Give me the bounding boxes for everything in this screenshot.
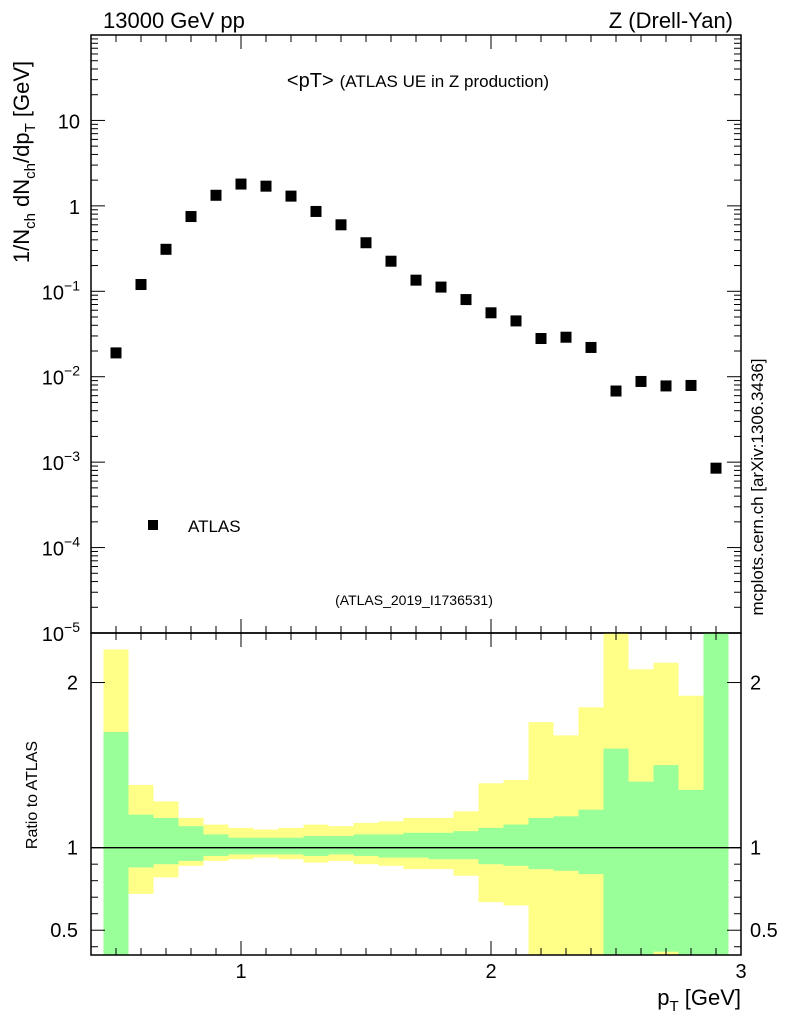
data-point xyxy=(560,331,572,343)
data-point xyxy=(235,178,247,190)
stat-uncertainty-band xyxy=(253,837,279,855)
data-point xyxy=(360,237,372,249)
main-panel-ytick-labels: 10 1 10−1 10−2 10−3 10−4 10−5 xyxy=(42,111,80,646)
stat-uncertainty-band xyxy=(278,837,304,855)
ratio-ytick-label-left: 0.5 xyxy=(50,920,78,942)
stat-uncertainty-band xyxy=(553,816,579,871)
main-ytick-label: 10−3 xyxy=(42,448,80,475)
ratio-panel-ticks xyxy=(90,633,742,955)
data-point xyxy=(410,274,422,286)
plot-title-main: <pT> xyxy=(287,70,334,92)
data-point xyxy=(260,180,272,192)
data-point xyxy=(685,379,697,391)
main-ylabel: 1/Nch dNch/dpT [GeV] xyxy=(9,61,39,263)
data-point xyxy=(435,281,447,293)
data-point xyxy=(585,341,597,353)
stat-uncertainty-band xyxy=(153,817,179,865)
data-point xyxy=(510,315,522,327)
stat-uncertainty-band xyxy=(353,834,379,856)
data-point xyxy=(285,190,297,202)
x-tick-label: 3 xyxy=(735,961,746,983)
stat-uncertainty-band xyxy=(203,834,229,856)
x-axis-label: pT [GeV] xyxy=(657,985,741,1015)
stat-uncertainty-band xyxy=(478,827,504,865)
header-left-title: 13000 GeV pp xyxy=(103,8,245,33)
stat-uncertainty-band xyxy=(178,826,204,861)
stat-uncertainty-band xyxy=(578,809,604,875)
data-point xyxy=(710,462,722,474)
analysis-id-label: (ATLAS_2019_I1736531) xyxy=(335,592,493,608)
ratio-ylabel: Ratio to ATLAS xyxy=(24,741,41,849)
ratio-ytick-label-left: 1 xyxy=(67,838,78,860)
ratio-ytick-label-right: 1 xyxy=(750,838,761,860)
main-ytick-label: 10−1 xyxy=(42,277,80,304)
data-point xyxy=(160,243,172,255)
stat-uncertainty-band xyxy=(303,836,329,856)
data-point xyxy=(460,294,472,306)
data-point xyxy=(185,211,197,223)
data-points xyxy=(110,178,722,474)
data-point xyxy=(385,255,397,267)
stat-uncertainty-band xyxy=(428,832,454,860)
x-tick-label: 2 xyxy=(485,961,496,983)
main-panel-ticks xyxy=(90,34,742,634)
data-point xyxy=(310,205,322,217)
header-right-title: Z (Drell-Yan) xyxy=(609,8,733,33)
main-panel-frame xyxy=(90,34,742,634)
stat-uncertainty-band xyxy=(328,836,354,855)
plot-title: <pT> (ATLAS UE in Z production) xyxy=(287,70,549,92)
data-point xyxy=(110,347,122,359)
x-tick-label: 1 xyxy=(235,961,246,983)
ratio-ytick-label-right: 0.5 xyxy=(750,920,778,942)
data-point xyxy=(660,380,672,392)
ratio-ytick-label-right: 2 xyxy=(750,673,761,695)
stat-uncertainty-band xyxy=(653,765,679,952)
data-point xyxy=(135,279,147,291)
plot-title-sub: (ATLAS UE in Z production) xyxy=(340,72,549,91)
ratio-panel: 0.5 0.5 1 1 2 2 1 2 3 Ratio to ATLAS pT [GeV] xyxy=(24,632,778,1015)
stat-uncertainty-band xyxy=(703,633,729,955)
legend-label: ATLAS xyxy=(188,517,241,536)
legend-marker xyxy=(148,520,158,530)
ratio-bands xyxy=(103,633,729,955)
stat-uncertainty-band xyxy=(128,814,154,868)
stat-uncertainty-band xyxy=(403,832,429,858)
ratio-ytick-label-left: 2 xyxy=(67,673,78,695)
stat-uncertainty-band xyxy=(503,824,529,866)
side-label: mcplots.cern.ch [arXiv:1306.3436] xyxy=(748,358,767,615)
stat-uncertainty-band xyxy=(528,817,554,870)
main-panel: 10 1 10−1 10−2 10−3 10−4 10−5 <pT> (ATLAS UE in… xyxy=(9,34,742,646)
data-point xyxy=(635,375,647,387)
data-point xyxy=(610,385,622,397)
stat-uncertainty-band xyxy=(228,837,254,855)
x-tick-labels: 1 2 3 xyxy=(235,961,746,983)
ratio-ytick-labels: 0.5 0.5 1 1 2 2 xyxy=(50,673,778,943)
main-ytick-label: 1 xyxy=(69,197,80,219)
data-point xyxy=(485,307,497,319)
main-ytick-label: 10−2 xyxy=(42,363,80,390)
stat-uncertainty-band xyxy=(678,789,704,955)
stat-uncertainty-band xyxy=(453,831,479,860)
data-point xyxy=(535,333,547,345)
data-point xyxy=(210,189,222,201)
main-ytick-label: 10−4 xyxy=(42,534,80,561)
stat-uncertainty-band xyxy=(603,748,629,955)
main-ytick-label: 10−5 xyxy=(42,619,80,646)
data-point xyxy=(335,219,347,231)
main-ytick-label: 10 xyxy=(58,111,80,133)
stat-uncertainty-band xyxy=(378,834,404,858)
stat-uncertainty-band xyxy=(628,781,654,955)
stat-uncertainty-band xyxy=(103,732,129,955)
